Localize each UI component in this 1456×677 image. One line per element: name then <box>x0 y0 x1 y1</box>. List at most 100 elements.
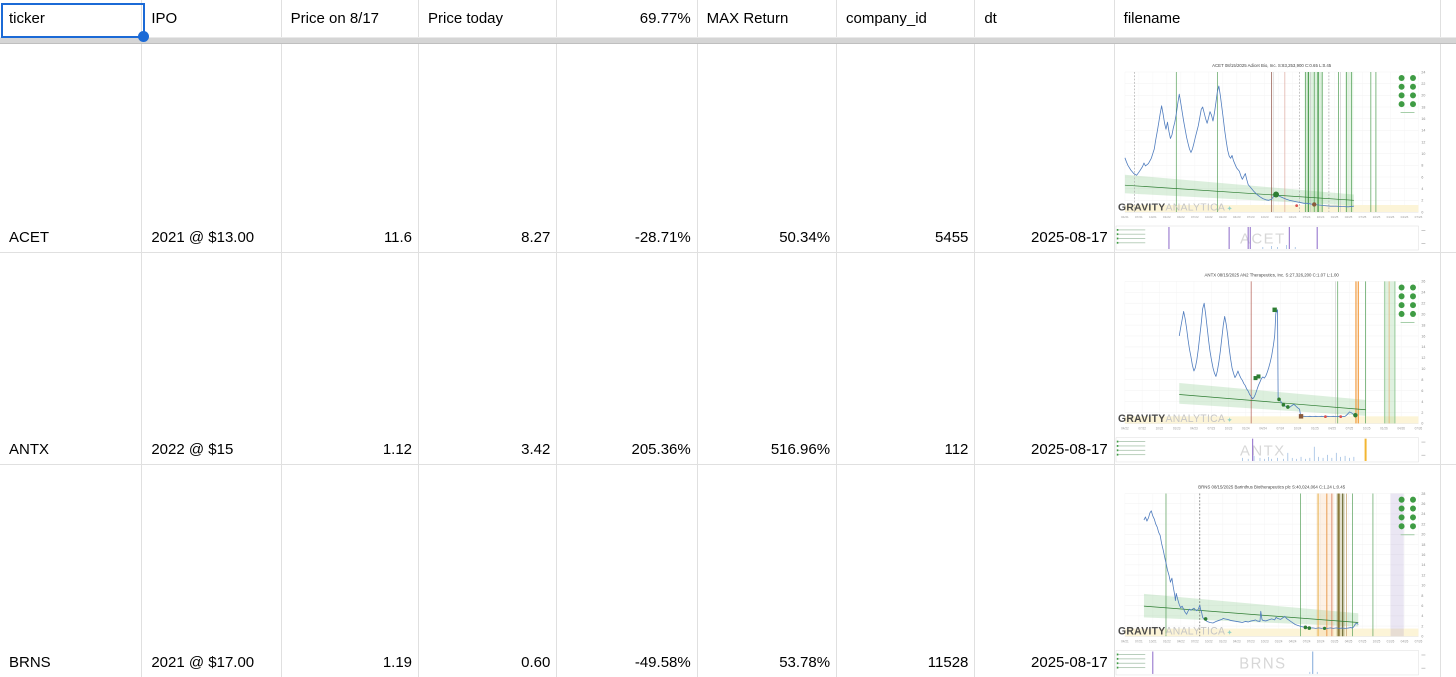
svg-text:01/25: 01/25 <box>1311 426 1319 430</box>
cell-filename-chart[interactable]: 0 2 4 6 8 10 12 14 16 18 20 22 24 26 28 04/21 07/21 10/21… <box>1114 465 1442 677</box>
svg-text:0: 0 <box>1421 210 1423 214</box>
svg-text:10/24: 10/24 <box>1316 215 1324 219</box>
cell-price-today[interactable]: 8.27 <box>419 44 558 253</box>
svg-text:10/25: 10/25 <box>1372 215 1380 219</box>
svg-text:04/26: 04/26 <box>1397 426 1405 430</box>
svg-text:04/21: 04/21 <box>1121 215 1129 219</box>
svg-text:2: 2 <box>1421 199 1423 203</box>
header-cell-price-today[interactable]: Price today <box>418 0 558 37</box>
cell-ticker[interactable]: BRNS <box>0 465 143 677</box>
svg-text:ANTX: ANTX <box>1240 442 1286 459</box>
cell-max-return[interactable]: 50.34% <box>697 44 838 253</box>
svg-text:01/22: 01/22 <box>1163 639 1171 643</box>
cell-price-today[interactable]: 0.60 <box>419 465 558 677</box>
cell-spacer <box>1441 253 1456 465</box>
cell-company-id[interactable]: 5455 <box>837 44 976 253</box>
svg-text:04/24: 04/24 <box>1259 426 1267 430</box>
svg-text:04/23: 04/23 <box>1233 215 1241 219</box>
svg-text:24: 24 <box>1421 70 1425 74</box>
svg-text:0: 0 <box>1421 422 1423 426</box>
svg-text:01/25: 01/25 <box>1330 639 1338 643</box>
svg-text:04/22: 04/22 <box>1177 215 1185 219</box>
svg-text:01/23: 01/23 <box>1219 215 1227 219</box>
svg-text:14: 14 <box>1421 563 1425 567</box>
svg-text:4: 4 <box>1421 187 1423 191</box>
svg-text:10/24: 10/24 <box>1316 639 1324 643</box>
svg-text:07/24: 07/24 <box>1276 426 1284 430</box>
table-row: BRNS 2021 @ $17.00 1.19 0.60 -49.58% 53.… <box>0 465 1456 677</box>
svg-text:26: 26 <box>1421 502 1425 506</box>
svg-text:2: 2 <box>1421 624 1423 628</box>
svg-text:01/26: 01/26 <box>1386 215 1394 219</box>
cell-pct-change[interactable]: -49.58% <box>557 465 698 677</box>
svg-text:10/21: 10/21 <box>1149 639 1157 643</box>
table-row: ANTX 2022 @ $15 1.12 3.42 205.36% 516.96… <box>0 253 1456 465</box>
cell-dt[interactable]: 2025-08-17 <box>975 44 1115 253</box>
svg-text:04/26: 04/26 <box>1400 215 1408 219</box>
cell-max-return[interactable]: 516.96% <box>697 253 838 465</box>
cell-max-return[interactable]: 53.78% <box>698 465 838 677</box>
cell-company-id[interactable]: 11528 <box>837 465 976 677</box>
cell-filename-chart[interactable]: 0 2 4 6 8 10 12 14 16 18 20 22 24 04/21 07/21 10/21 01/2… <box>1114 44 1442 253</box>
svg-text:10/23: 10/23 <box>1224 426 1232 430</box>
header-cell-dt[interactable]: dt <box>975 0 1115 37</box>
svg-text:01/23: 01/23 <box>1173 426 1181 430</box>
svg-text:4: 4 <box>1421 400 1423 404</box>
cell-filename-chart[interactable]: 0 2 4 6 8 10 12 14 16 18 20 22 24 26 04/22 07/22 10/22 01… <box>1114 253 1442 465</box>
cell-ipo[interactable]: 2022 @ $15 <box>142 253 282 465</box>
svg-text:16: 16 <box>1421 117 1425 121</box>
cell-ticker[interactable]: ACET <box>0 44 143 253</box>
header-cell-ticker[interactable]: ticker <box>0 0 143 37</box>
cell-price-on-817[interactable]: 1.12 <box>281 253 420 465</box>
svg-text:04/25: 04/25 <box>1344 215 1352 219</box>
svg-text:BRNS: BRNS <box>1239 655 1286 672</box>
svg-text:07/21: 07/21 <box>1135 639 1143 643</box>
svg-text:07/23: 07/23 <box>1247 215 1255 219</box>
svg-text:04/25: 04/25 <box>1344 639 1352 643</box>
header-cell-spacer <box>1440 0 1456 37</box>
svg-text:10/25: 10/25 <box>1363 426 1371 430</box>
header-cell-company-id[interactable]: company_id <box>836 0 976 37</box>
cell-dt[interactable]: 2025-08-17 <box>975 253 1115 465</box>
cell-ticker[interactable]: ANTX <box>0 253 143 465</box>
svg-text:01/25: 01/25 <box>1330 215 1338 219</box>
svg-text:04/23: 04/23 <box>1233 639 1241 643</box>
svg-text:10/22: 10/22 <box>1155 426 1163 430</box>
selection-fill-handle[interactable] <box>138 31 149 42</box>
svg-text:04/26: 04/26 <box>1400 639 1408 643</box>
cell-pct-change[interactable]: -28.71% <box>557 44 698 253</box>
svg-text:14: 14 <box>1421 129 1425 133</box>
header-cell-pct-change[interactable]: 69.77% <box>557 0 698 37</box>
svg-text:12: 12 <box>1421 573 1425 577</box>
svg-text:04/24: 04/24 <box>1289 215 1297 219</box>
svg-text:01/24: 01/24 <box>1242 426 1250 430</box>
cell-dt[interactable]: 2025-08-17 <box>975 465 1115 677</box>
cell-price-on-817[interactable]: 1.19 <box>282 465 420 677</box>
svg-text:6: 6 <box>1421 175 1423 179</box>
svg-text:04/22: 04/22 <box>1121 426 1129 430</box>
svg-text:20: 20 <box>1421 312 1425 316</box>
header-cell-ipo[interactable]: IPO <box>142 0 282 37</box>
header-cell-price-on-817[interactable]: Price on 8/17 <box>281 0 419 37</box>
cell-ipo[interactable]: 2021 @ $13.00 <box>142 44 282 253</box>
svg-text:12: 12 <box>1421 356 1425 360</box>
svg-text:10/21: 10/21 <box>1149 215 1157 219</box>
svg-text:0: 0 <box>1421 635 1423 639</box>
header-cell-filename[interactable]: filename <box>1114 0 1441 37</box>
cell-price-today[interactable]: 3.42 <box>419 253 558 465</box>
svg-text:4: 4 <box>1421 614 1423 618</box>
svg-text:20: 20 <box>1421 94 1425 98</box>
svg-text:01/22: 01/22 <box>1163 215 1171 219</box>
svg-text:07/26: 07/26 <box>1414 215 1422 219</box>
cell-pct-change[interactable]: 205.36% <box>557 253 698 465</box>
svg-text:07/25: 07/25 <box>1345 426 1353 430</box>
svg-text:10: 10 <box>1421 152 1425 156</box>
svg-text:6: 6 <box>1421 389 1423 393</box>
cell-ipo[interactable]: 2021 @ $17.00 <box>142 465 282 677</box>
cell-company-id[interactable]: 112 <box>837 253 976 465</box>
frozen-row-divider[interactable] <box>0 37 1456 44</box>
cell-price-on-817[interactable]: 11.6 <box>281 44 420 253</box>
header-cell-max-return[interactable]: MAX Return <box>697 0 837 37</box>
